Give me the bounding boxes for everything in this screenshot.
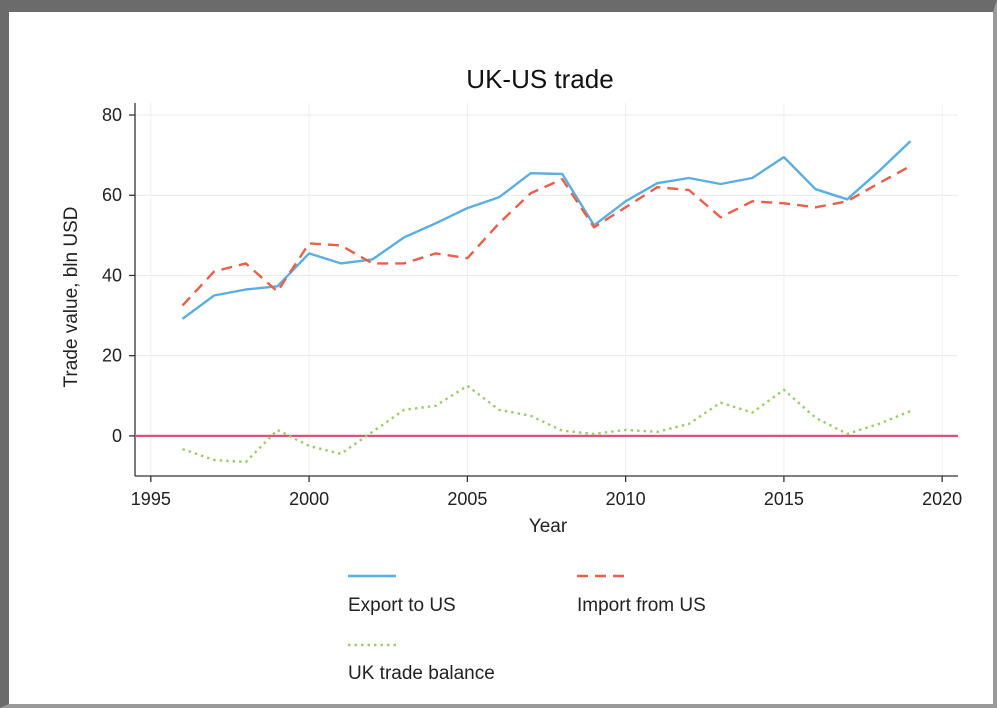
x-tick-label: 2000 bbox=[289, 489, 329, 509]
series-lines bbox=[181, 140, 912, 464]
legend-label: UK trade balance bbox=[348, 663, 495, 684]
series-line-export-to-us bbox=[181, 140, 912, 320]
x-tick-label: 1995 bbox=[131, 489, 171, 509]
legend-label: Import from US bbox=[577, 595, 706, 616]
y-axis-title: Trade value, bln USD bbox=[61, 207, 82, 388]
x-tick-label: 2010 bbox=[606, 489, 646, 509]
y-tick-label: 20 bbox=[102, 346, 122, 366]
y-tick-label: 40 bbox=[102, 265, 122, 285]
y-tick-label: 0 bbox=[112, 426, 122, 446]
x-tick-label: 2020 bbox=[922, 489, 962, 509]
x-axis-title: Year bbox=[529, 516, 568, 537]
x-tick-label: 2015 bbox=[764, 489, 804, 509]
y-tick-label: 60 bbox=[102, 185, 122, 205]
chart-title: UK-US trade bbox=[466, 64, 613, 94]
grid-lines bbox=[135, 103, 958, 476]
legend-label: Export to US bbox=[348, 595, 456, 616]
x-tick-label: 2005 bbox=[447, 489, 487, 509]
series-line-import-from-us bbox=[181, 164, 912, 307]
legend: Export to US Import from US UK trade balan… bbox=[348, 574, 706, 684]
series-line-uk-trade-balance bbox=[182, 384, 911, 464]
y-tick-label: 80 bbox=[102, 105, 122, 125]
axes: 0 20 40 60 80 1995 2000 2005 2010 2015 2020 bbox=[102, 103, 962, 509]
